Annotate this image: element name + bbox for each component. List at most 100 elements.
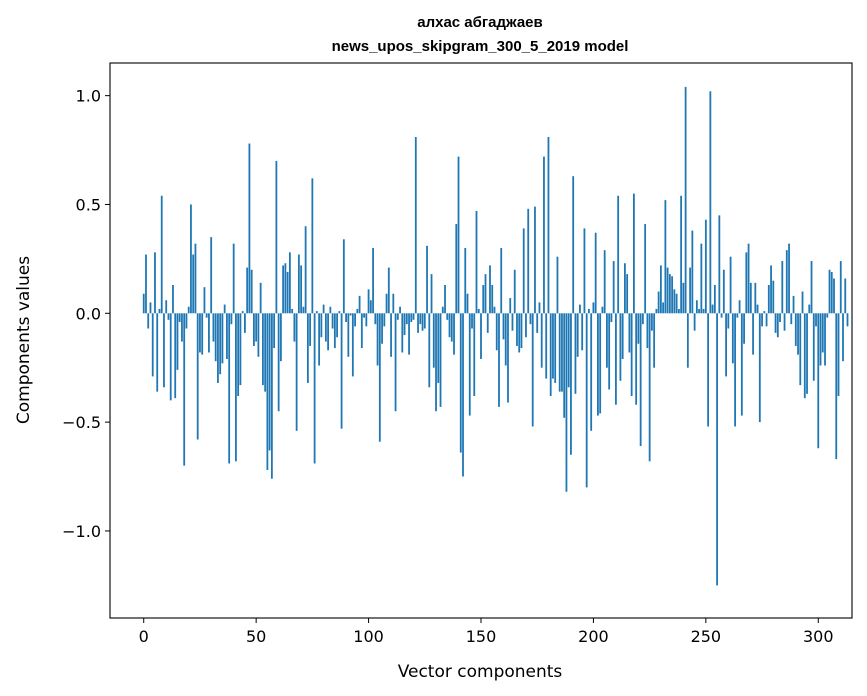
bar <box>619 313 622 381</box>
bar <box>246 267 249 314</box>
bar <box>743 313 745 344</box>
bar <box>302 306 305 314</box>
bar <box>711 304 714 314</box>
bar <box>432 313 435 368</box>
bar <box>192 254 195 314</box>
bar <box>693 313 696 331</box>
bar <box>167 313 170 320</box>
bar <box>399 306 401 314</box>
bar <box>826 313 829 318</box>
y-axis-ticks: −1.0 −0.5 0.0 0.5 1.0 <box>62 87 110 541</box>
bar <box>363 313 365 318</box>
bar <box>824 313 826 366</box>
bar <box>552 313 554 379</box>
bar <box>738 300 741 314</box>
bar <box>608 313 611 390</box>
bar <box>579 304 581 314</box>
bar <box>219 313 222 375</box>
bar <box>257 313 260 357</box>
bar <box>392 293 395 314</box>
bar <box>205 313 208 318</box>
bar <box>682 282 685 314</box>
bar <box>156 313 159 392</box>
bar <box>268 313 271 451</box>
bar <box>610 313 613 322</box>
bar <box>270 313 273 479</box>
bar <box>387 267 390 314</box>
bar <box>626 274 629 314</box>
bar <box>673 289 676 314</box>
bar <box>477 308 480 314</box>
bar <box>635 313 638 405</box>
bar <box>702 308 705 314</box>
x-tick-label: 300 <box>803 627 834 646</box>
bar <box>509 298 512 314</box>
bar <box>194 243 197 314</box>
bar <box>659 265 662 314</box>
bar <box>390 313 392 357</box>
bar <box>689 267 692 314</box>
bar <box>713 285 716 314</box>
bar <box>498 313 500 407</box>
bar <box>199 313 201 353</box>
bar <box>646 313 649 349</box>
bar <box>754 282 757 314</box>
bar <box>149 302 152 314</box>
bar <box>435 313 437 412</box>
bar <box>365 313 368 327</box>
bar <box>210 237 213 314</box>
bar <box>830 271 833 314</box>
bar <box>212 313 215 342</box>
bar <box>835 313 838 460</box>
bar <box>336 313 338 338</box>
bar <box>264 313 267 392</box>
bar <box>666 267 669 314</box>
bar <box>228 313 231 464</box>
bar <box>540 313 543 368</box>
bar <box>297 254 300 314</box>
bar <box>815 313 817 327</box>
bar <box>282 265 285 314</box>
bar <box>653 313 656 368</box>
bar <box>727 313 730 329</box>
bar <box>781 261 784 314</box>
bar <box>765 313 768 327</box>
bar <box>695 300 698 314</box>
bar <box>181 313 183 342</box>
bar <box>720 313 723 318</box>
bar <box>446 313 449 320</box>
bar <box>801 291 804 314</box>
bar <box>459 313 462 453</box>
bar <box>464 248 467 314</box>
bar <box>821 313 824 353</box>
bar <box>286 271 289 314</box>
bar <box>655 308 658 314</box>
bar <box>518 313 521 353</box>
bar <box>376 313 379 366</box>
bar <box>248 143 251 314</box>
bar <box>680 195 683 314</box>
bar <box>403 313 406 336</box>
bar <box>597 313 599 416</box>
bar <box>414 137 417 314</box>
bar <box>806 313 808 394</box>
bar <box>664 200 667 314</box>
bar <box>504 313 507 366</box>
bar <box>151 313 154 377</box>
bar <box>749 282 752 314</box>
bar <box>650 313 653 331</box>
y-tick-label: −1.0 <box>62 522 101 541</box>
bar <box>163 313 165 388</box>
bar <box>792 295 795 314</box>
bar <box>790 313 793 325</box>
y-tick-label: −0.5 <box>62 413 101 432</box>
bar <box>637 313 640 344</box>
bar <box>315 311 318 314</box>
bar <box>677 308 680 314</box>
bar <box>313 313 316 464</box>
bar <box>235 313 237 462</box>
bar <box>538 302 541 314</box>
bar <box>561 313 563 392</box>
bar <box>208 313 210 353</box>
